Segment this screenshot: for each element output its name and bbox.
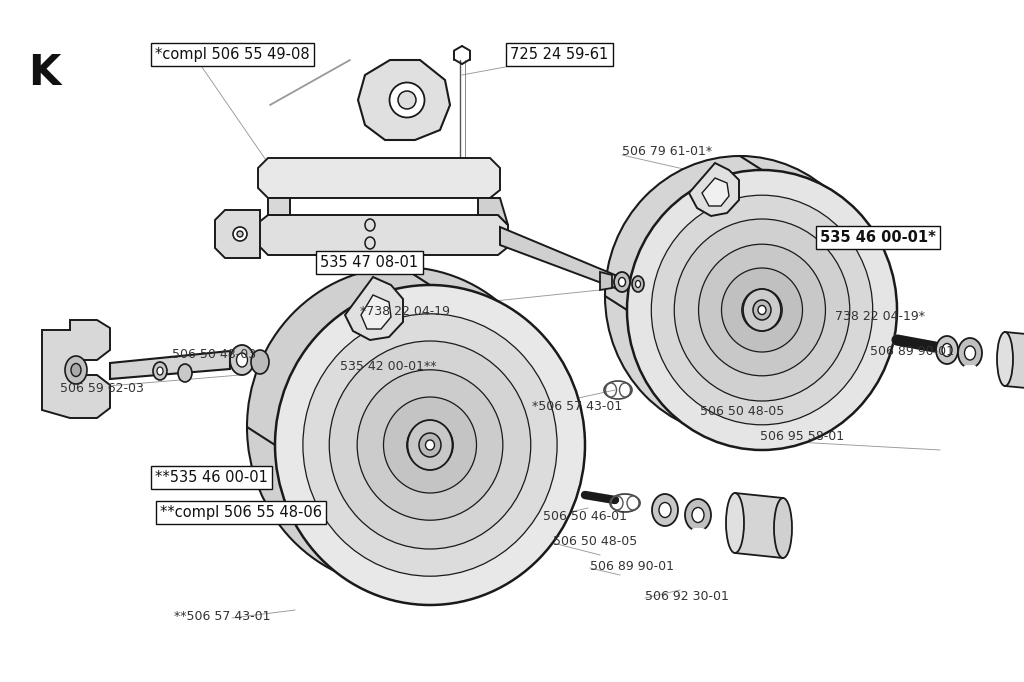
Ellipse shape <box>330 341 530 549</box>
Ellipse shape <box>247 267 557 587</box>
Ellipse shape <box>389 83 425 117</box>
Polygon shape <box>358 60 450 140</box>
Text: 506 79 61-01*: 506 79 61-01* <box>622 145 712 158</box>
Text: 506 50 48-05: 506 50 48-05 <box>700 405 784 418</box>
Ellipse shape <box>178 364 193 382</box>
Ellipse shape <box>398 91 416 109</box>
Ellipse shape <box>153 362 167 380</box>
Polygon shape <box>258 215 508 255</box>
Text: **535 46 00-01: **535 46 00-01 <box>155 470 268 485</box>
Ellipse shape <box>743 289 781 331</box>
Text: 725 24 59-61: 725 24 59-61 <box>510 47 608 62</box>
Ellipse shape <box>958 338 982 368</box>
Ellipse shape <box>71 364 81 376</box>
Ellipse shape <box>942 344 952 357</box>
Ellipse shape <box>726 493 744 553</box>
Ellipse shape <box>157 367 163 375</box>
Text: 535 47 08-01: 535 47 08-01 <box>319 255 418 270</box>
Text: 506 95 58-01: 506 95 58-01 <box>760 430 844 443</box>
Polygon shape <box>110 351 230 379</box>
Text: 535 42 00-01**: 535 42 00-01** <box>340 360 436 373</box>
Polygon shape <box>215 210 260 258</box>
Ellipse shape <box>758 306 766 314</box>
Ellipse shape <box>230 345 254 375</box>
Polygon shape <box>345 277 403 340</box>
Ellipse shape <box>753 300 771 320</box>
Polygon shape <box>478 198 508 225</box>
Ellipse shape <box>614 272 630 292</box>
Polygon shape <box>361 295 391 329</box>
Ellipse shape <box>251 350 269 374</box>
Ellipse shape <box>965 346 976 360</box>
Polygon shape <box>702 178 729 206</box>
Text: **506 57 43-01: **506 57 43-01 <box>174 610 270 623</box>
Ellipse shape <box>774 498 792 558</box>
Ellipse shape <box>698 244 825 376</box>
Ellipse shape <box>636 280 640 288</box>
Text: 506 50 46-01: 506 50 46-01 <box>543 510 627 523</box>
Text: *compl 506 55 49-08: *compl 506 55 49-08 <box>155 47 309 62</box>
Text: 506 59 62-03: 506 59 62-03 <box>60 382 144 395</box>
Text: K: K <box>28 52 60 94</box>
Text: 535 46 00-01*: 535 46 00-01* <box>820 230 936 245</box>
Text: **compl 506 55 48-06: **compl 506 55 48-06 <box>160 505 322 520</box>
Text: 506 50 48-05: 506 50 48-05 <box>553 535 637 548</box>
Ellipse shape <box>936 336 958 364</box>
Ellipse shape <box>407 421 454 469</box>
Polygon shape <box>268 198 290 215</box>
Ellipse shape <box>627 170 897 450</box>
Text: 506 92 30-01: 506 92 30-01 <box>645 590 729 603</box>
Ellipse shape <box>237 353 248 367</box>
Text: 506 89 90-01: 506 89 90-01 <box>590 560 674 573</box>
Ellipse shape <box>65 356 87 384</box>
Ellipse shape <box>741 289 782 331</box>
Ellipse shape <box>303 314 557 576</box>
Text: 506 50 48-03: 506 50 48-03 <box>172 348 256 361</box>
Ellipse shape <box>692 507 705 522</box>
Polygon shape <box>500 227 615 288</box>
Polygon shape <box>735 493 783 558</box>
Ellipse shape <box>426 440 434 450</box>
Ellipse shape <box>722 268 803 352</box>
Ellipse shape <box>618 278 626 286</box>
Ellipse shape <box>419 433 441 457</box>
Ellipse shape <box>652 494 678 526</box>
Ellipse shape <box>659 503 671 518</box>
Polygon shape <box>42 320 110 418</box>
Polygon shape <box>1005 332 1024 390</box>
Text: 738 22 04-19*: 738 22 04-19* <box>835 310 925 323</box>
Text: *738 22 04-19: *738 22 04-19 <box>360 305 450 318</box>
Ellipse shape <box>275 285 585 605</box>
Ellipse shape <box>632 276 644 292</box>
Ellipse shape <box>997 332 1013 386</box>
Ellipse shape <box>605 156 874 436</box>
Polygon shape <box>258 158 500 198</box>
Ellipse shape <box>237 231 243 237</box>
Text: *506 57 43-01: *506 57 43-01 <box>532 400 623 413</box>
Ellipse shape <box>674 219 850 401</box>
Ellipse shape <box>384 397 476 493</box>
Ellipse shape <box>685 499 711 531</box>
Ellipse shape <box>357 370 503 520</box>
Text: 506 89 90-01: 506 89 90-01 <box>870 345 954 358</box>
Polygon shape <box>600 272 612 290</box>
Ellipse shape <box>233 227 247 241</box>
Ellipse shape <box>408 420 453 470</box>
Polygon shape <box>689 163 739 216</box>
Ellipse shape <box>651 195 872 425</box>
